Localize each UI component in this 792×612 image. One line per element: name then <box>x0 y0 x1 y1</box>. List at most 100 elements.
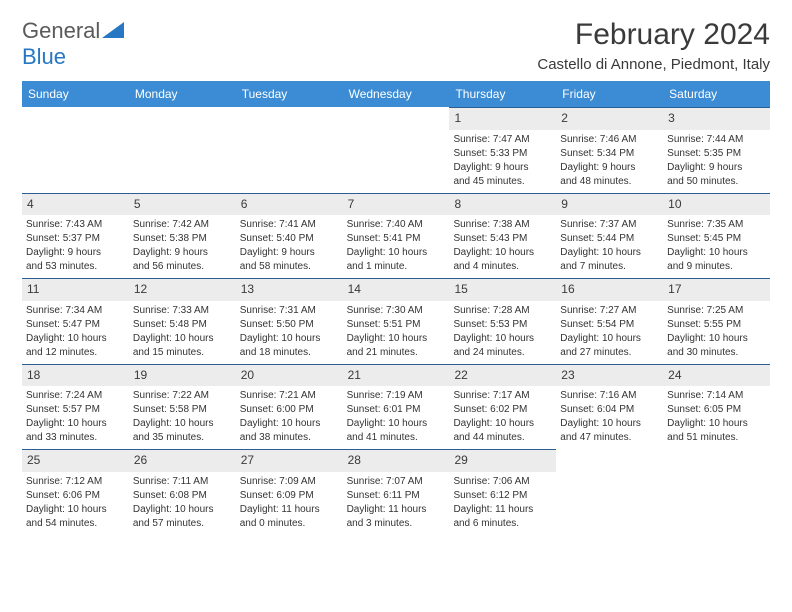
day-body: Sunrise: 7:41 AMSunset: 5:40 PMDaylight:… <box>240 218 339 273</box>
sunrise-text: Sunrise: 7:28 AM <box>453 304 552 317</box>
sunset-text: Sunset: 6:05 PM <box>667 403 766 416</box>
daylight2-text: and 51 minutes. <box>667 431 766 444</box>
sunset-text: Sunset: 5:35 PM <box>667 147 766 160</box>
dow-tue: Tuesday <box>236 81 343 107</box>
sunset-text: Sunset: 6:06 PM <box>26 489 125 502</box>
day-cell: 22Sunrise: 7:17 AMSunset: 6:02 PMDayligh… <box>449 364 556 450</box>
daylight1-text: Daylight: 10 hours <box>240 332 339 345</box>
day-body: Sunrise: 7:42 AMSunset: 5:38 PMDaylight:… <box>133 218 232 273</box>
sunrise-text: Sunrise: 7:34 AM <box>26 304 125 317</box>
day-body: Sunrise: 7:24 AMSunset: 5:57 PMDaylight:… <box>26 389 125 444</box>
day-cell: 21Sunrise: 7:19 AMSunset: 6:01 PMDayligh… <box>343 364 450 450</box>
sunrise-text: Sunrise: 7:11 AM <box>133 475 232 488</box>
sunrise-text: Sunrise: 7:38 AM <box>453 218 552 231</box>
day-number: 26 <box>129 449 236 472</box>
day-body: Sunrise: 7:35 AMSunset: 5:45 PMDaylight:… <box>667 218 766 273</box>
daylight2-text: and 47 minutes. <box>560 431 659 444</box>
day-body: Sunrise: 7:14 AMSunset: 6:05 PMDaylight:… <box>667 389 766 444</box>
daylight2-text: and 0 minutes. <box>240 517 339 530</box>
daylight2-text: and 1 minute. <box>347 260 446 273</box>
daylight2-text: and 53 minutes. <box>26 260 125 273</box>
sunset-text: Sunset: 6:02 PM <box>453 403 552 416</box>
day-number: 5 <box>129 193 236 216</box>
day-cell <box>236 107 343 193</box>
sunrise-text: Sunrise: 7:09 AM <box>240 475 339 488</box>
sunset-text: Sunset: 5:44 PM <box>560 232 659 245</box>
day-cell: 27Sunrise: 7:09 AMSunset: 6:09 PMDayligh… <box>236 449 343 535</box>
sunrise-text: Sunrise: 7:16 AM <box>560 389 659 402</box>
daylight1-text: Daylight: 10 hours <box>667 246 766 259</box>
daylight1-text: Daylight: 10 hours <box>560 246 659 259</box>
daylight1-text: Daylight: 10 hours <box>26 503 125 516</box>
daylight1-text: Daylight: 10 hours <box>347 246 446 259</box>
day-body: Sunrise: 7:31 AMSunset: 5:50 PMDaylight:… <box>240 304 339 359</box>
sunset-text: Sunset: 6:11 PM <box>347 489 446 502</box>
daylight1-text: Daylight: 10 hours <box>453 332 552 345</box>
day-cell: 23Sunrise: 7:16 AMSunset: 6:04 PMDayligh… <box>556 364 663 450</box>
daylight1-text: Daylight: 10 hours <box>133 332 232 345</box>
day-body: Sunrise: 7:34 AMSunset: 5:47 PMDaylight:… <box>26 304 125 359</box>
daylight1-text: Daylight: 9 hours <box>133 246 232 259</box>
sunrise-text: Sunrise: 7:14 AM <box>667 389 766 402</box>
daylight2-text: and 6 minutes. <box>453 517 552 530</box>
sunrise-text: Sunrise: 7:46 AM <box>560 133 659 146</box>
daylight2-text: and 3 minutes. <box>347 517 446 530</box>
daylight2-text: and 38 minutes. <box>240 431 339 444</box>
day-body: Sunrise: 7:46 AMSunset: 5:34 PMDaylight:… <box>560 133 659 188</box>
day-number: 7 <box>343 193 450 216</box>
day-body: Sunrise: 7:25 AMSunset: 5:55 PMDaylight:… <box>667 304 766 359</box>
day-cell <box>663 449 770 535</box>
sunset-text: Sunset: 5:55 PM <box>667 318 766 331</box>
day-body: Sunrise: 7:21 AMSunset: 6:00 PMDaylight:… <box>240 389 339 444</box>
sunset-text: Sunset: 6:08 PM <box>133 489 232 502</box>
sunrise-text: Sunrise: 7:47 AM <box>453 133 552 146</box>
sunset-text: Sunset: 5:37 PM <box>26 232 125 245</box>
day-number: 12 <box>129 278 236 301</box>
day-number: 11 <box>22 278 129 301</box>
daylight2-text: and 33 minutes. <box>26 431 125 444</box>
day-number: 28 <box>343 449 450 472</box>
sunset-text: Sunset: 5:47 PM <box>26 318 125 331</box>
daylight2-text: and 48 minutes. <box>560 175 659 188</box>
daylight1-text: Daylight: 9 hours <box>560 161 659 174</box>
day-cell: 24Sunrise: 7:14 AMSunset: 6:05 PMDayligh… <box>663 364 770 450</box>
sunrise-text: Sunrise: 7:07 AM <box>347 475 446 488</box>
sunrise-text: Sunrise: 7:40 AM <box>347 218 446 231</box>
daylight1-text: Daylight: 9 hours <box>453 161 552 174</box>
logo: General Blue <box>22 18 124 70</box>
sunset-text: Sunset: 5:33 PM <box>453 147 552 160</box>
sunset-text: Sunset: 5:57 PM <box>26 403 125 416</box>
sunset-text: Sunset: 6:12 PM <box>453 489 552 502</box>
day-cell: 16Sunrise: 7:27 AMSunset: 5:54 PMDayligh… <box>556 278 663 364</box>
day-cell: 19Sunrise: 7:22 AMSunset: 5:58 PMDayligh… <box>129 364 236 450</box>
day-body: Sunrise: 7:43 AMSunset: 5:37 PMDaylight:… <box>26 218 125 273</box>
sunrise-text: Sunrise: 7:25 AM <box>667 304 766 317</box>
day-number: 10 <box>663 193 770 216</box>
logo-triangle-icon <box>102 22 124 38</box>
day-body: Sunrise: 7:07 AMSunset: 6:11 PMDaylight:… <box>347 475 446 530</box>
daylight2-text: and 45 minutes. <box>453 175 552 188</box>
day-body: Sunrise: 7:12 AMSunset: 6:06 PMDaylight:… <box>26 475 125 530</box>
day-number: 27 <box>236 449 343 472</box>
day-cell: 12Sunrise: 7:33 AMSunset: 5:48 PMDayligh… <box>129 278 236 364</box>
week-row: 1Sunrise: 7:47 AMSunset: 5:33 PMDaylight… <box>22 107 770 193</box>
day-cell: 7Sunrise: 7:40 AMSunset: 5:41 PMDaylight… <box>343 193 450 279</box>
month-title: February 2024 <box>537 18 770 52</box>
week-row: 4Sunrise: 7:43 AMSunset: 5:37 PMDaylight… <box>22 193 770 279</box>
daylight2-text: and 24 minutes. <box>453 346 552 359</box>
daylight2-text: and 9 minutes. <box>667 260 766 273</box>
dow-sun: Sunday <box>22 81 129 107</box>
sunset-text: Sunset: 6:00 PM <box>240 403 339 416</box>
day-cell: 2Sunrise: 7:46 AMSunset: 5:34 PMDaylight… <box>556 107 663 193</box>
daylight2-text: and 41 minutes. <box>347 431 446 444</box>
day-number: 16 <box>556 278 663 301</box>
daylight2-text: and 21 minutes. <box>347 346 446 359</box>
title-block: February 2024 Castello di Annone, Piedmo… <box>537 18 770 73</box>
day-cell: 15Sunrise: 7:28 AMSunset: 5:53 PMDayligh… <box>449 278 556 364</box>
sunrise-text: Sunrise: 7:31 AM <box>240 304 339 317</box>
calendar: Sunday Monday Tuesday Wednesday Thursday… <box>22 81 770 535</box>
sunrise-text: Sunrise: 7:43 AM <box>26 218 125 231</box>
sunset-text: Sunset: 5:58 PM <box>133 403 232 416</box>
sunrise-text: Sunrise: 7:06 AM <box>453 475 552 488</box>
week-row: 25Sunrise: 7:12 AMSunset: 6:06 PMDayligh… <box>22 449 770 535</box>
